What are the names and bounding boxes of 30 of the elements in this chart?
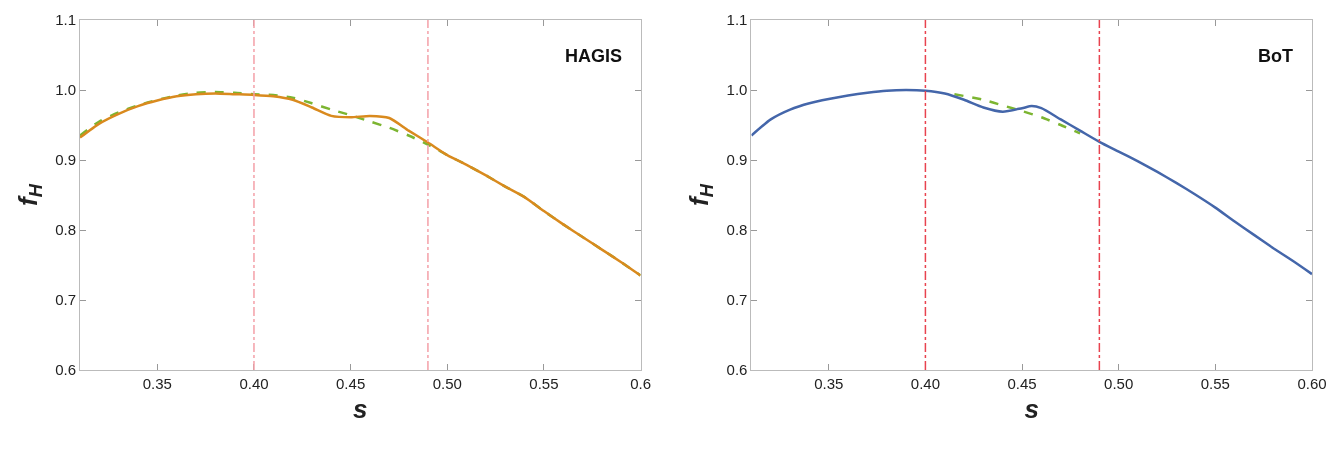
x-tick-label: 0.35 — [142, 375, 172, 392]
y-tick-label: 0.7 — [55, 291, 76, 309]
line-series — [953, 92, 1082, 135]
line-series — [751, 88, 1312, 276]
x-axis-title: s — [353, 393, 368, 424]
y-tick-label: 0.7 — [726, 291, 748, 309]
y-tick-label: 0.8 — [726, 221, 748, 239]
x-axis-title: s — [1024, 393, 1039, 424]
x-tick-label: 0.55 — [1200, 375, 1230, 392]
x-tick-label: 0.6 — [630, 375, 651, 392]
annotation: HAGIS — [565, 46, 623, 66]
y-tick-label: 1.1 — [55, 11, 76, 29]
y-tick-label: 0.9 — [726, 151, 748, 169]
y-tick-label: 0.6 — [55, 361, 76, 379]
x-tick-label: 0.50 — [1104, 375, 1134, 392]
y-tick-label: 0.6 — [726, 361, 748, 379]
y-tick-label: 1.0 — [55, 81, 76, 99]
x-tick-label: 0.35 — [814, 375, 844, 392]
y-tick-label: 1.0 — [726, 81, 748, 99]
x-tick-label: 0.55 — [529, 375, 559, 392]
y-tick-label: 0.8 — [55, 221, 76, 239]
x-tick-label: 0.40 — [910, 375, 941, 392]
annotation: BoT — [1258, 46, 1293, 66]
x-tick-label: 0.50 — [432, 375, 462, 392]
x-tick-label: 0.45 — [1007, 375, 1037, 392]
x-tick-label: 0.45 — [336, 375, 366, 392]
x-tick-label: 0.60 — [1297, 375, 1327, 392]
y-tick-label: 1.1 — [726, 11, 748, 29]
y-tick-label: 0.9 — [55, 151, 76, 169]
x-tick-label: 0.40 — [239, 375, 269, 392]
